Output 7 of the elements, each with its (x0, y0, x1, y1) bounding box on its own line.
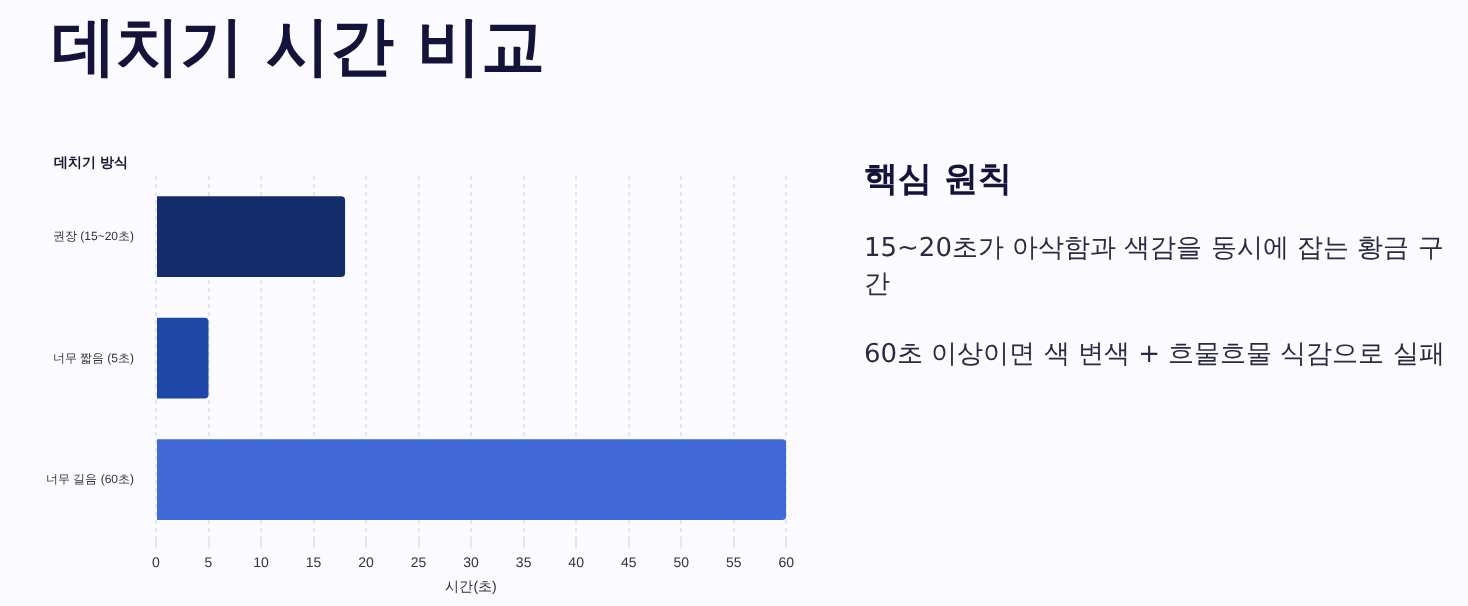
text: 60초 이상이면 색 변색 + 흐물흐물 식감으로 실패 (864, 338, 1447, 372)
text: 15~20초가 아삭함과 색감을 동시에 잡는 황금 구간 (864, 232, 1446, 302)
text: 핵심 원칙 (864, 158, 1014, 202)
bar (157, 196, 346, 278)
bar (157, 439, 787, 521)
bar (157, 317, 209, 399)
chart-title: 데치기 시간 비교 (52, 6, 545, 88)
